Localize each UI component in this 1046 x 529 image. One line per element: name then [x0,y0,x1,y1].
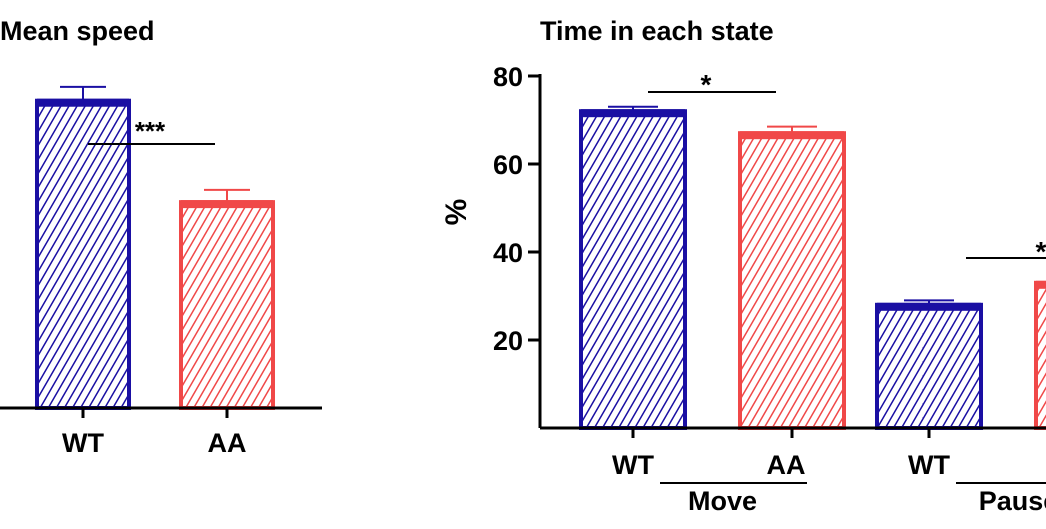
y-tick-label-2: 60 [493,150,523,180]
x-tick-label-0: WT [62,428,104,458]
state-bar-top-1 [740,131,844,140]
state-bar-2 [875,302,983,430]
state-significance-label-0: * [701,69,712,100]
state-bar-top-3 [1036,280,1046,289]
bar-top-0 [37,98,129,107]
y-tick-label-3: 80 [493,62,523,92]
bar-1 [179,200,275,410]
y-axis-label: % [440,199,473,226]
state-x-tick-label-1: AA [767,450,806,480]
state-bar-3 [1034,280,1046,430]
mean-speed-title: Mean speed [0,16,155,46]
y-tick-label-1: 40 [493,238,523,268]
state-significance-label-1: * [1036,236,1046,267]
state-x-tick-label-0: WT [612,450,654,480]
time-in-state-chart: Time in each state % 20406080WTAAWTAAMov… [440,16,1046,516]
state-x-tick-label-2: WT [908,450,950,480]
bar-0 [35,98,131,411]
group-label-1: Pause [979,486,1046,516]
group-label-0: Move [688,486,757,516]
x-tick-label-1: AA [208,428,247,458]
significance-label-0: *** [135,116,166,146]
y-tick-label-0: 20 [493,326,523,356]
mean-speed-chart: Mean speed WT AA *** [0,16,322,458]
state-bar-top-2 [877,302,981,311]
state-bar-0 [579,109,687,430]
state-bar-1 [738,131,846,430]
bar-top-1 [181,200,273,209]
state-bar-top-0 [581,109,685,118]
time-in-state-title: Time in each state [540,16,774,46]
